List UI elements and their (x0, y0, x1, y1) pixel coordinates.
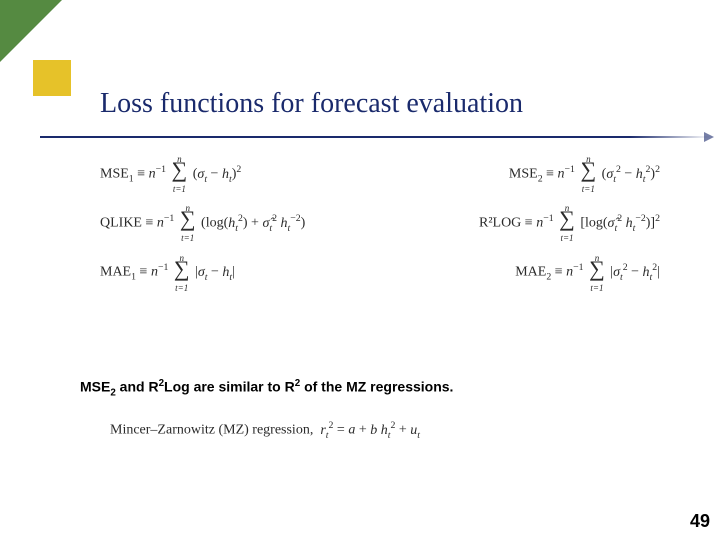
formula-block: MSE1 ≡ n−1 n∑t=1 (σt − ht)2 MSE2 ≡ n−1 n… (100, 160, 660, 307)
mae2-formula: MAE2 ≡ n−1 n∑t=1 |σt2 − ht2| (515, 258, 660, 287)
qlike-formula: QLIKE ≡ n−1 n∑t=1 (log(ht2) + σ̂t2 ht−2) (100, 209, 305, 238)
mse2-formula: MSE2 ≡ n−1 n∑t=1 (σt2 − ht2)2 (509, 160, 660, 189)
corner-decoration (0, 0, 85, 95)
label: MSE (509, 167, 538, 182)
label: QLIKE (100, 216, 142, 231)
mz-regression: Mincer–Zarnowitz (MZ) regression, rt2 = … (110, 420, 420, 440)
page-number: 49 (690, 511, 710, 532)
title-underline (40, 136, 710, 138)
label: R²LOG (479, 216, 521, 231)
sub: 2 (538, 173, 543, 184)
r2log-formula: R²LOG ≡ n−1 n∑t=1 [log(σ̂t2 ht−2)]2 (479, 209, 660, 238)
label: MAE (100, 265, 131, 280)
note-d: of the MZ regressions. (300, 379, 453, 395)
green-triangle (0, 0, 62, 62)
mae1-formula: MAE1 ≡ n−1 n∑t=1 |σt − ht| (100, 258, 235, 287)
formula-row-2: QLIKE ≡ n−1 n∑t=1 (log(ht2) + σ̂t2 ht−2)… (100, 209, 660, 238)
note-c: Log are similar to R (164, 379, 295, 395)
sub: 1 (131, 272, 136, 283)
formula-row-1: MSE1 ≡ n−1 n∑t=1 (σt − ht)2 MSE2 ≡ n−1 n… (100, 160, 660, 189)
title-block: Loss functions for forecast evaluation (100, 88, 690, 130)
arrowhead-icon (704, 132, 714, 142)
note-a: MSE (80, 379, 110, 395)
mse1-formula: MSE1 ≡ n−1 n∑t=1 (σt − ht)2 (100, 160, 241, 189)
yellow-square (33, 60, 71, 96)
note-b: and R (116, 379, 159, 395)
label: MSE (100, 167, 129, 182)
sub: 1 (129, 173, 134, 184)
formula-row-3: MAE1 ≡ n−1 n∑t=1 |σt − ht| MAE2 ≡ n−1 n∑… (100, 258, 660, 287)
sub: 2 (546, 272, 551, 283)
note-text: MSE2 and R2Log are similar to R2 of the … (80, 378, 453, 398)
label: MAE (515, 265, 546, 280)
slide-title: Loss functions for forecast evaluation (100, 88, 690, 120)
